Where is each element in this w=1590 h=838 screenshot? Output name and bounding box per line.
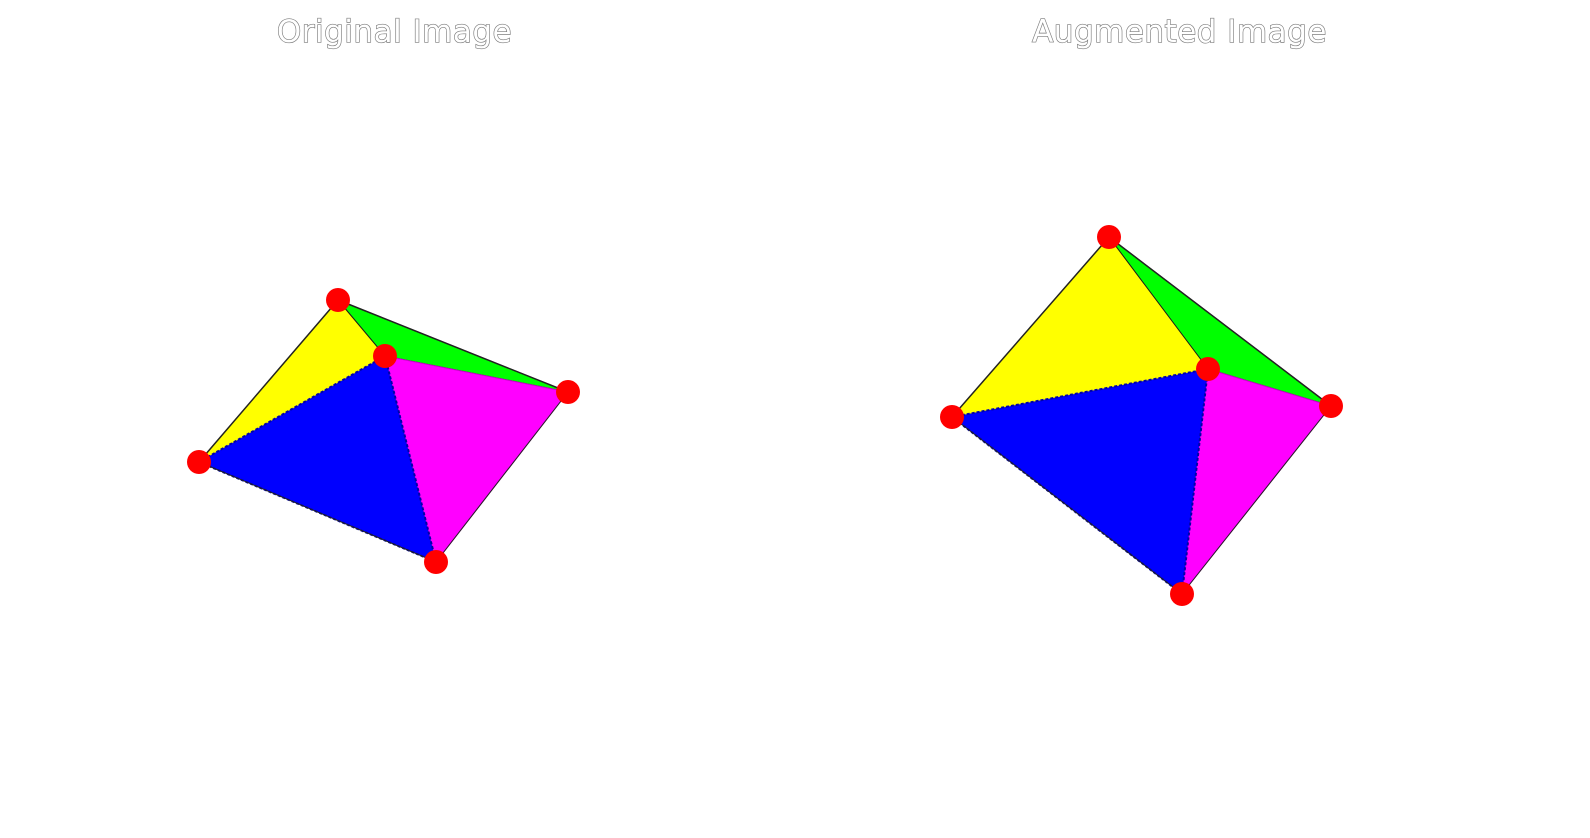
original-vertex-left [187, 450, 211, 474]
original-image-title: Original Image [276, 13, 513, 50]
augmented-vertex-apex [1196, 357, 1220, 381]
augmented-image-panel: Augmented Image [795, 0, 1590, 838]
original-edge [198, 299, 339, 463]
augmented-face-magenta [1181, 368, 1332, 596]
original-vertex-right [556, 380, 580, 404]
augmented-vertex-right [1319, 394, 1343, 418]
augmented-edge [1108, 236, 1332, 407]
original-pyramid [187, 288, 580, 574]
original-face-blue [196, 354, 438, 564]
original-edge [435, 391, 569, 563]
original-vertex-apex [373, 344, 397, 368]
original-vertex-top [326, 288, 350, 312]
augmented-vertex-bottom [1170, 582, 1194, 606]
augmented-edge [1181, 405, 1332, 595]
augmented-pyramid [940, 225, 1343, 606]
original-edge [337, 299, 569, 393]
original-edge [198, 461, 437, 563]
augmented-vertex-left [940, 405, 964, 429]
original-vertex-bottom [424, 550, 448, 574]
augmented-edge [951, 416, 1183, 595]
augmented-image-title: Augmented Image [1031, 13, 1327, 50]
augmented-vertex-top [1097, 225, 1121, 249]
augmented-edge [951, 236, 1110, 418]
